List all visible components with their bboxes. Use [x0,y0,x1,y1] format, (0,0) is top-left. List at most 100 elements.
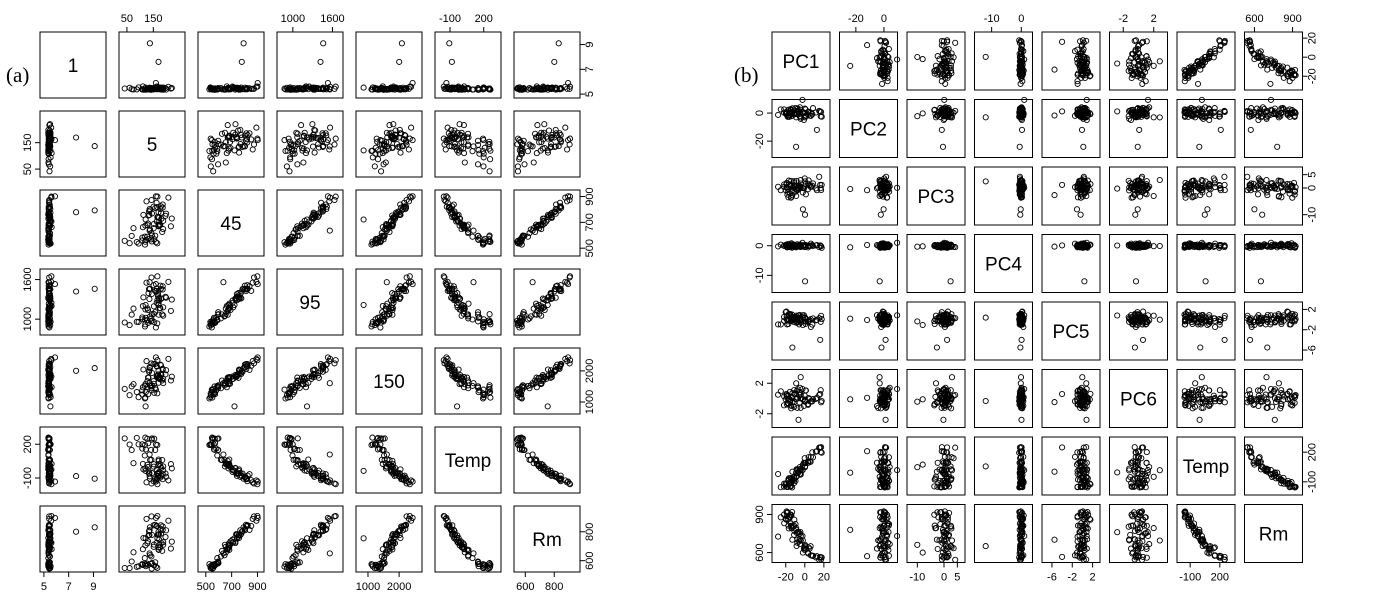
point [144,86,151,93]
point [126,565,133,572]
point [144,221,151,229]
point [326,380,333,387]
point [526,141,533,148]
point [249,85,256,92]
point [142,403,149,410]
point [46,198,53,205]
point [130,225,137,232]
point [45,149,52,156]
point [397,86,404,93]
point [145,208,153,215]
panel-1-4 [355,110,423,178]
point [73,528,80,535]
point [146,295,153,303]
point [294,223,301,230]
point [326,451,333,458]
point [1016,143,1023,150]
point [232,86,239,93]
panel-0-2 [197,31,265,99]
point [919,243,926,250]
point [248,136,255,143]
point [154,214,161,221]
tick-label: 9 [584,41,596,47]
point [243,136,251,143]
point [1143,38,1150,45]
point [135,84,142,91]
point [876,278,883,285]
tick-label: 9 [90,581,96,593]
panel-0-1 [118,31,186,99]
point [982,114,989,121]
point [165,517,172,524]
scatter-points-2-3 [281,193,339,248]
point [231,403,238,410]
point [168,84,175,92]
scatter-points-5-1 [121,434,175,488]
point [236,149,243,156]
tick-label: 150 [22,134,34,152]
tick-label: 200 [475,13,493,25]
point [215,137,222,144]
point [294,435,301,442]
point [91,524,98,531]
scatter-points-1-4 [360,121,416,175]
tick-label: 7 [66,581,72,593]
diagonal-label: 45 [220,214,241,235]
point [369,154,376,161]
point [140,211,147,218]
point [121,435,128,442]
point [45,228,52,236]
point [880,206,887,213]
scatter-points-1-2 [914,96,959,150]
point [1201,211,1208,218]
point [298,220,306,227]
point [520,137,527,144]
point [530,159,537,166]
point [1244,173,1251,180]
point [224,134,231,141]
point [480,150,487,157]
scatter-points-4-5 [440,354,494,410]
point [457,131,464,138]
point [527,86,534,93]
point [326,227,333,234]
point [480,163,487,170]
point [391,131,399,138]
point [813,126,820,133]
scatter-points-6-2 [206,512,261,572]
point [162,533,169,541]
point [793,143,800,150]
point [224,122,231,129]
point [326,550,333,557]
point [557,139,564,146]
point [802,278,809,285]
point [551,58,558,65]
point [534,122,541,129]
point [470,279,477,286]
point [140,86,147,93]
point [286,85,293,92]
scatter-points-0-5 [440,40,494,93]
point [378,168,385,175]
scatter-points-2-1 [847,173,901,218]
point [141,241,149,248]
scatter-points-1-3 [982,96,1028,150]
point [486,311,493,318]
point [1134,206,1141,213]
point [162,212,169,219]
point [474,161,482,168]
point [319,130,326,137]
point [165,83,172,90]
point [547,143,555,150]
point [406,273,413,280]
point [390,121,397,128]
point [221,142,228,149]
point [232,131,239,138]
point [144,233,151,240]
point [250,141,258,148]
point [310,131,317,138]
point [562,124,569,131]
point [383,279,390,286]
point [389,144,396,152]
